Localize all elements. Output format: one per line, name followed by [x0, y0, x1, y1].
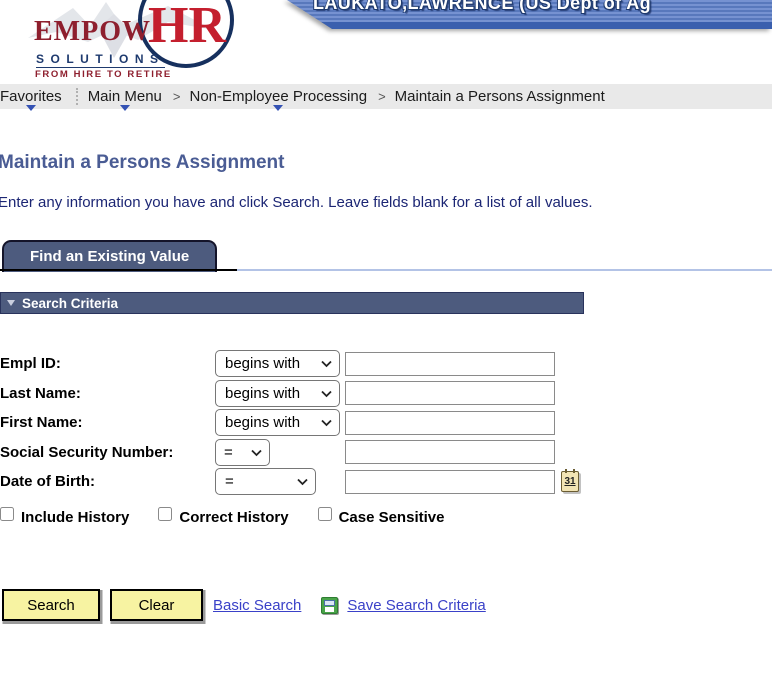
correct-history-option: Correct History: [158, 507, 289, 526]
dropdown-arrow-icon[interactable]: [273, 105, 284, 111]
breadcrumb-separator: >: [172, 89, 181, 104]
save-icon[interactable]: [321, 596, 339, 614]
dropdown-arrow-icon[interactable]: [119, 105, 130, 111]
empowhr-logo: EMPOW HR SOLUTIONS FROM HIRE TO RETIRE: [0, 0, 250, 82]
first-name-label: First Name:: [0, 414, 83, 431]
form-row-last-name: Last Name: begins with: [0, 379, 600, 407]
page-title: Maintain a Persons Assignment: [0, 152, 285, 173]
case-sensitive-label: Case Sensitive: [338, 509, 445, 526]
date-of-birth-operator-value: =: [225, 473, 234, 490]
tab-find-existing-value[interactable]: Find an Existing Value: [2, 240, 218, 272]
first-name-operator-value: begins with: [225, 414, 301, 431]
form-row-ssn: Social Security Number: =: [0, 438, 600, 466]
history-options: Include History Correct History Case Sen…: [0, 507, 444, 526]
form-row-first-name: First Name: begins with: [0, 409, 600, 436]
action-bar: Search Clear Basic Search Save Search Cr…: [2, 589, 486, 621]
last-name-input[interactable]: [345, 381, 555, 405]
breadcrumb-main-menu[interactable]: Main Menu: [86, 88, 164, 111]
search-form: Empl ID: begins with Last Name: begins w…: [0, 350, 600, 498]
chevron-down-icon: [297, 478, 308, 486]
save-icon-shutter: [325, 606, 335, 612]
ssn-operator-value: =: [224, 443, 233, 461]
empl-id-operator-select[interactable]: begins with: [215, 350, 340, 377]
date-of-birth-input[interactable]: [345, 469, 555, 494]
banner-stripes: [287, 0, 772, 22]
collapse-arrow-icon[interactable]: [7, 300, 15, 306]
ssn-input[interactable]: [345, 440, 555, 464]
breadcrumb-divider: [75, 88, 78, 105]
ssn-label: Social Security Number:: [0, 443, 174, 461]
chevron-down-icon: [321, 390, 332, 398]
tab-underline: [0, 269, 772, 271]
breadcrumb: Favorites Main Menu > Non-Employee Proce…: [0, 84, 772, 111]
calendar-icon[interactable]: 31: [561, 469, 579, 492]
dropdown-arrow-icon[interactable]: [25, 105, 36, 111]
basic-search-link[interactable]: Basic Search: [213, 596, 302, 614]
breadcrumb-main-menu-label: Main Menu: [87, 88, 162, 105]
empl-id-operator-value: begins with: [225, 355, 301, 372]
breadcrumb-favorites[interactable]: Favorites: [0, 88, 64, 111]
case-sensitive-option: Case Sensitive: [317, 507, 445, 526]
breadcrumb-nep-label: Non-Employee Processing: [189, 88, 368, 105]
include-history-checkbox[interactable]: [0, 507, 14, 521]
search-criteria-header[interactable]: Search Criteria: [0, 292, 584, 314]
search-criteria-title: Search Criteria: [22, 295, 119, 311]
first-name-operator-select[interactable]: begins with: [215, 409, 340, 436]
logo-tagline-text: FROM HIRE TO RETIRE: [35, 69, 172, 80]
last-name-operator-value: begins with: [225, 384, 301, 402]
empl-id-label: Empl ID:: [0, 355, 61, 372]
banner-border: [287, 22, 772, 29]
page-instructions: Enter any information you have and click…: [0, 194, 593, 211]
last-name-operator-select[interactable]: begins with: [215, 379, 340, 407]
save-search-criteria-link[interactable]: Save Search Criteria: [347, 596, 486, 614]
case-sensitive-checkbox[interactable]: [317, 507, 332, 521]
logo-empow-text: EMPOW: [34, 16, 151, 47]
breadcrumb-current-label: Maintain a Persons Assignment: [394, 88, 605, 105]
calendar-binding-marks: [565, 469, 575, 473]
breadcrumb-separator: >: [378, 89, 386, 104]
logged-in-user: LAUKATO,LAWRENCE (US Dept of Ag: [313, 0, 652, 13]
chevron-down-icon: [251, 449, 262, 457]
form-row-empl-id: Empl ID: begins with: [0, 350, 600, 377]
search-button[interactable]: Search: [2, 589, 100, 621]
chevron-down-icon: [321, 360, 332, 368]
clear-button[interactable]: Clear: [110, 589, 203, 621]
breadcrumb-favorites-label: Favorites: [0, 88, 62, 105]
first-name-input[interactable]: [345, 410, 555, 435]
ssn-operator-select[interactable]: =: [215, 438, 270, 466]
include-history-option: Include History: [0, 507, 129, 526]
form-row-date-of-birth: Date of Birth: = 31: [0, 468, 600, 495]
breadcrumb-non-employee-processing[interactable]: Non-Employee Processing: [187, 88, 369, 111]
date-of-birth-operator-select[interactable]: =: [215, 468, 316, 495]
date-of-birth-label: Date of Birth:: [0, 473, 95, 490]
last-name-label: Last Name:: [0, 384, 81, 402]
chevron-down-icon: [321, 419, 332, 427]
include-history-label: Include History: [21, 509, 130, 526]
calendar-day-number: 31: [564, 476, 576, 487]
breadcrumb-current-page: Maintain a Persons Assignment: [393, 88, 607, 105]
logo-solutions-text: SOLUTIONS: [36, 52, 165, 68]
save-icon-label-area: [324, 599, 336, 606]
logo-hr-text: HR: [148, 0, 226, 54]
empl-id-input[interactable]: [345, 351, 555, 376]
correct-history-label: Correct History: [179, 509, 289, 526]
correct-history-checkbox[interactable]: [158, 507, 173, 521]
user-banner: LAUKATO,LAWRENCE (US Dept of Ag: [287, 0, 772, 29]
